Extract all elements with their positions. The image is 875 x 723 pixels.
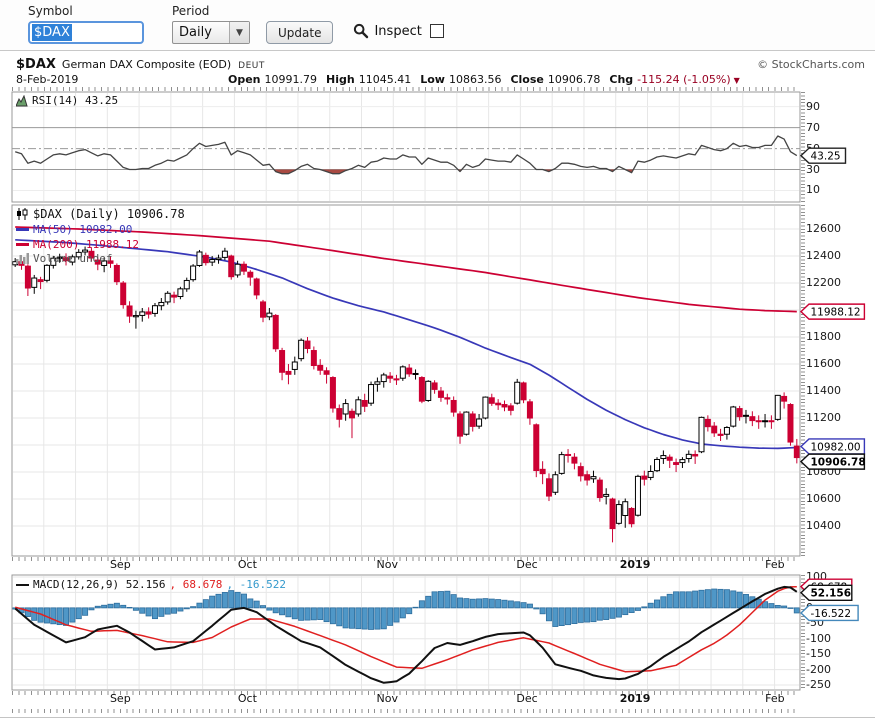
ma200-legend-text: MA(200) 11988.12 [33,238,139,251]
ma50-line-icon [16,228,29,231]
quote-row: 8-Feb-2019 Open 10991.79 High 11045.41 Low… [16,73,865,88]
inspect-checkbox[interactable] [429,24,444,38]
inspect-label: Inspect [374,23,422,39]
toolbar: Symbol $DAX Period Daily ▼ Update Inspec… [0,0,875,51]
symbol-input-value: $DAX [32,24,72,41]
open-label: Open [228,73,261,86]
macd-line-icon [16,583,29,586]
area-chart-icon [16,94,28,106]
axis-ticks [12,87,800,91]
period-field: Period Daily ▼ [172,4,250,44]
high-value: 11045.41 [358,73,412,86]
ma50-legend: MA(50) 10982.00 [16,223,132,236]
search-icon [354,23,369,39]
macd-signal-text: , 68.678 [169,578,223,591]
high-label: High [326,73,355,86]
ma50-legend-text: MA(50) 10982.00 [33,223,133,236]
volume-legend: Volume undef [16,252,112,265]
axis-ticks [801,92,805,202]
rsi-legend: RSI(14) 43.25 [16,94,118,107]
page-divider [0,717,875,718]
axis-ticks [12,709,800,713]
update-button[interactable]: Update [266,21,334,44]
period-label: Period [172,4,210,18]
ma200-line-icon [16,243,29,246]
chg-label: Chg [609,73,634,86]
chart-exchange: DEUT [238,61,265,71]
axis-ticks [801,205,805,556]
volume-bars-icon [16,253,29,264]
rsi-legend-text: RSI(14) 43.25 [32,94,119,107]
chevron-down-icon: ▼ [229,22,249,43]
axis-ticks [801,575,805,690]
low-value: 10863.56 [448,73,502,86]
symbol-input[interactable]: $DAX [28,21,144,44]
macd-legend-text: MACD(12,26,9) 52.156 [33,578,166,591]
axis-ticks [12,691,800,695]
period-select-value: Daily [179,25,212,40]
axis-ticks [12,557,800,561]
candlestick-icon [17,208,28,220]
close-label: Close [510,73,544,86]
chart-title: German DAX Composite (EOD) [61,58,232,71]
inspect-control: Inspect [353,23,444,39]
open-value: 10991.79 [264,73,318,86]
down-triangle-icon: ▼ [733,76,740,85]
symbol-field: Symbol $DAX [28,4,144,44]
copyright: © StockCharts.com [757,58,865,71]
symbol-label: Symbol [28,4,73,18]
volume-legend-text: Volume undef [33,252,113,265]
quote-date: 8-Feb-2019 [16,73,79,86]
period-select[interactable]: Daily ▼ [172,21,250,44]
chg-value: -115.24 (-1.05%) [637,73,731,86]
ma200-legend: MA(200) 11988.12 [16,238,139,251]
macd-legend: MACD(12,26,9) 52.156, 68.678, -16.522 [16,578,286,591]
low-label: Low [420,73,445,86]
chart-header: $DAX German DAX Composite (EOD) DEUT © S… [16,57,865,73]
macd-hist-text: , -16.522 [226,578,287,591]
chart-symbol: $DAX [16,57,56,72]
price-legend: $DAX (Daily) 10906.78 [16,207,185,221]
close-value: 10906.78 [547,73,601,86]
price-legend-text: $DAX (Daily) 10906.78 [33,207,185,221]
